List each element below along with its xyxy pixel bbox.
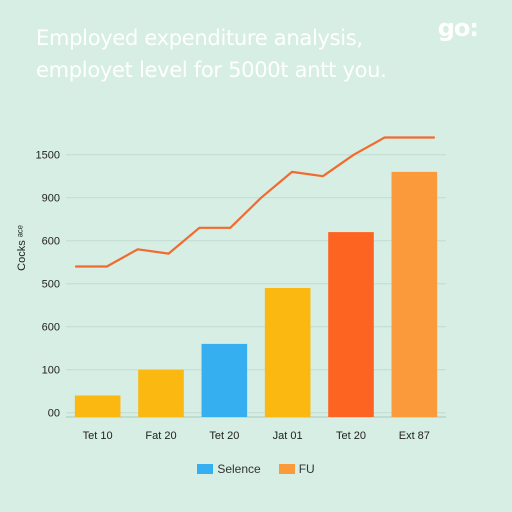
legend-item-fu: FU	[278, 462, 315, 476]
chart-title-line-2: employet level for 5000t antt you.	[36, 58, 387, 82]
brand-logo: go:	[437, 14, 479, 42]
legend-swatch-fu	[278, 464, 295, 474]
bar	[138, 369, 184, 417]
y-tick-label: 600	[42, 236, 60, 248]
y-axis-label: Cocks ᵃᶜᵉ	[16, 225, 28, 271]
series-line	[74, 136, 436, 268]
x-tick-label: Fat 20	[145, 430, 176, 442]
x-tick-label: Tet 20	[209, 430, 239, 442]
bar	[264, 288, 311, 417]
x-tick-label: Tet 10	[83, 430, 113, 442]
legend-label-fu: FU	[298, 462, 315, 476]
x-tick-label: Jat 01	[273, 430, 303, 442]
x-tick-label: Ext 87	[399, 430, 430, 442]
bar	[74, 395, 121, 417]
y-tick-label: 1500	[36, 150, 60, 162]
y-tick-label: 500	[42, 279, 60, 291]
y-tick-label: 900	[42, 193, 60, 205]
bar	[328, 232, 374, 417]
bar	[201, 343, 248, 417]
legend-label-selence: Selence	[217, 462, 261, 476]
legend-item-selence: Selence	[197, 462, 261, 476]
legend: Selence FU	[0, 462, 512, 476]
legend-swatch-selence	[197, 464, 214, 474]
y-tick-label: 00	[48, 408, 60, 420]
x-tick-label: Tet 20	[336, 430, 366, 442]
y-tick-label: 100	[42, 365, 60, 377]
chart-title-line-1: Employed expenditure analysis,	[36, 26, 363, 50]
y-tick-label: 600	[42, 322, 60, 334]
bar	[391, 171, 438, 417]
